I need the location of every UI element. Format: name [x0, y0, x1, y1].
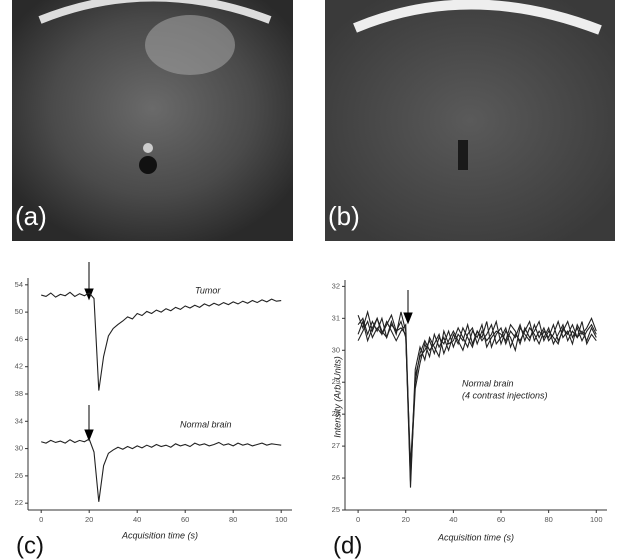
y-tick-label: 32	[332, 281, 340, 290]
series-label: Normal brain	[180, 419, 232, 429]
y-tick-label: 27	[332, 441, 340, 450]
x-tick-label: 80	[229, 515, 237, 524]
x-tick-label: 0	[39, 515, 43, 524]
annotation: Normal brain	[462, 378, 514, 388]
y-tick-label: 46	[15, 334, 23, 343]
y-tick-label: 29	[332, 377, 340, 386]
x-tick-label: 40	[449, 515, 457, 524]
annotation: (4 contrast injections)	[462, 390, 548, 400]
x-tick-label: 100	[590, 515, 603, 524]
x-axis-label: Acquisition time (s)	[121, 530, 198, 540]
y-tick-label: 30	[332, 345, 340, 354]
y-tick-label: 34	[15, 416, 23, 425]
y-axis-label: Intensity (Arb. Units)	[332, 356, 342, 438]
data-line	[357, 311, 597, 482]
y-tick-label: 42	[15, 362, 23, 371]
y-tick-label: 38	[15, 389, 23, 398]
y-tick-label: 25	[332, 505, 340, 514]
image-a: (a)	[12, 0, 293, 241]
panel-label: (c)	[16, 532, 44, 559]
image-b: (b)	[325, 0, 615, 241]
series-label: Tumor	[195, 285, 221, 295]
y-tick-label: 22	[15, 498, 23, 507]
data-line	[41, 291, 282, 391]
x-axis-label: Acquisition time (s)	[437, 532, 514, 542]
y-tick-label: 26	[15, 471, 23, 480]
data-line	[41, 438, 282, 502]
y-tick-label: 50	[15, 307, 23, 316]
y-tick-label: 30	[15, 444, 23, 453]
x-tick-label: 60	[181, 515, 189, 524]
panel-label: (d)	[333, 532, 362, 559]
image-label: (b)	[328, 201, 360, 231]
annotation-arrows	[84, 262, 413, 442]
y-tick-label: 26	[332, 473, 340, 482]
x-tick-label: 80	[544, 515, 552, 524]
x-tick-label: 60	[497, 515, 505, 524]
x-tick-label: 20	[402, 515, 410, 524]
y-tick-label: 31	[332, 313, 340, 322]
x-tick-label: 20	[85, 515, 93, 524]
image-label: (a)	[15, 201, 47, 231]
x-tick-label: 0	[356, 515, 360, 524]
data-line	[357, 319, 597, 475]
y-tick-label: 28	[332, 409, 340, 418]
x-tick-label: 100	[275, 515, 288, 524]
x-tick-label: 40	[133, 515, 141, 524]
y-tick-label: 54	[15, 280, 23, 289]
